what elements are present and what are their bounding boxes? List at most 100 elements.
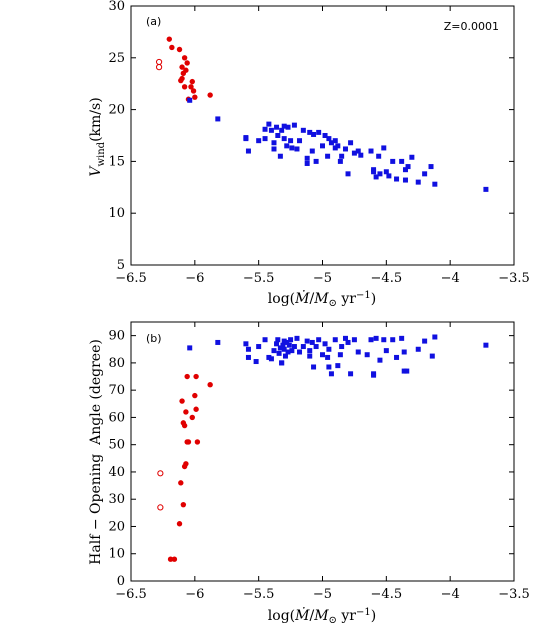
data-point [274, 124, 280, 130]
data-point [309, 148, 315, 154]
y-tick-label: 70 [108, 383, 125, 398]
data-point [373, 335, 379, 341]
data-point [348, 371, 354, 377]
x-tick-label: −4.5 [371, 271, 403, 286]
data-point [483, 186, 489, 192]
panel-b-xlabel: log(Ṁ/M⊙ yr−1) [268, 606, 376, 626]
data-point [291, 122, 297, 128]
data-point [245, 346, 251, 352]
y-tick-label: 25 [108, 51, 125, 66]
data-point [183, 461, 189, 467]
data-point [188, 84, 194, 90]
data-point [399, 158, 405, 164]
x-tick-label: −4 [441, 271, 460, 286]
data-point [376, 153, 382, 159]
data-point [311, 364, 317, 370]
data-point [268, 356, 274, 362]
data-point [289, 348, 295, 354]
data-point [300, 127, 306, 133]
data-point [215, 339, 221, 345]
data-point [335, 143, 341, 149]
data-point [157, 504, 164, 511]
data-point [286, 342, 292, 348]
data-point [381, 145, 387, 151]
data-point [304, 160, 310, 166]
data-point [355, 148, 361, 154]
y-tick-label: 50 [108, 438, 125, 453]
data-point [180, 70, 187, 77]
data-point [326, 364, 332, 370]
data-point [342, 146, 348, 152]
data-point [326, 346, 332, 352]
data-point [304, 155, 310, 161]
data-point [311, 131, 317, 137]
data-point [207, 92, 213, 98]
data-point [280, 342, 286, 348]
data-point [415, 346, 421, 352]
panel-b-ylabel: Half − Opening Angle (degree) [88, 339, 104, 565]
data-point [274, 341, 280, 347]
data-point [304, 338, 310, 344]
x-tick-label: −5 [313, 271, 332, 286]
panel-a-ylabel: Vwind(km/s) [88, 97, 107, 176]
data-point [429, 353, 435, 359]
data-point [409, 154, 415, 160]
data-point [284, 143, 290, 149]
data-point [358, 152, 364, 158]
y-tick-label: 40 [108, 465, 125, 480]
data-point [262, 337, 268, 343]
y-tick-label: 20 [108, 519, 125, 534]
data-point [422, 338, 428, 344]
data-point [404, 368, 410, 374]
data-point [328, 371, 334, 377]
data-point [377, 357, 383, 363]
data-point [383, 169, 389, 175]
data-point [326, 136, 332, 142]
data-point [328, 140, 334, 146]
panel-b-yticks: 0 10 20 30 40 50 60 70 80 90 [108, 329, 514, 589]
y-tick-label: 80 [108, 356, 125, 371]
data-point [256, 344, 262, 350]
data-point [179, 64, 185, 70]
data-point [279, 127, 285, 133]
y-tick-label: 10 [108, 547, 125, 562]
x-tick-label: −6 [185, 271, 204, 286]
data-point [335, 363, 341, 369]
data-point [181, 55, 188, 61]
data-point [288, 337, 294, 343]
panel-a-xticks: −6.5 −6 −5.5 −5 −4.5 −4 −3.5 [115, 6, 530, 286]
data-point [271, 146, 277, 152]
data-point [275, 133, 281, 138]
data-point [386, 173, 392, 179]
y-tick-label: 5 [117, 258, 125, 273]
data-point [176, 521, 183, 527]
x-tick-label: −4.5 [371, 587, 403, 602]
data-point [207, 382, 213, 388]
data-point [180, 501, 187, 508]
data-point [390, 337, 396, 343]
data-point [316, 129, 322, 135]
panel-b-xticks: −6.5 −6 −5.5 −5 −4.5 −4 −3.5 [115, 322, 530, 602]
data-point [345, 339, 351, 345]
data-point [277, 153, 283, 159]
data-point [184, 60, 190, 66]
data-point [313, 158, 319, 164]
panel-a-annotation: Z=0.0001 [444, 20, 499, 33]
data-point [322, 133, 328, 138]
data-point [390, 158, 396, 164]
data-point [332, 138, 338, 144]
data-point [155, 64, 163, 71]
data-point [368, 337, 374, 343]
data-point [179, 398, 185, 404]
data-point [192, 94, 198, 100]
data-point [401, 349, 407, 355]
data-point [271, 140, 277, 146]
x-tick-label: −4 [441, 587, 460, 602]
panel-b: −6.5 −6 −5.5 −5 −4.5 −4 −3.5 0 10 20 30 40 50 60 70 80… [88, 321, 530, 626]
data-point [297, 138, 303, 144]
data-point [307, 348, 313, 354]
y-tick-label: 0 [117, 574, 125, 589]
data-point [281, 346, 287, 352]
data-point [178, 480, 184, 486]
